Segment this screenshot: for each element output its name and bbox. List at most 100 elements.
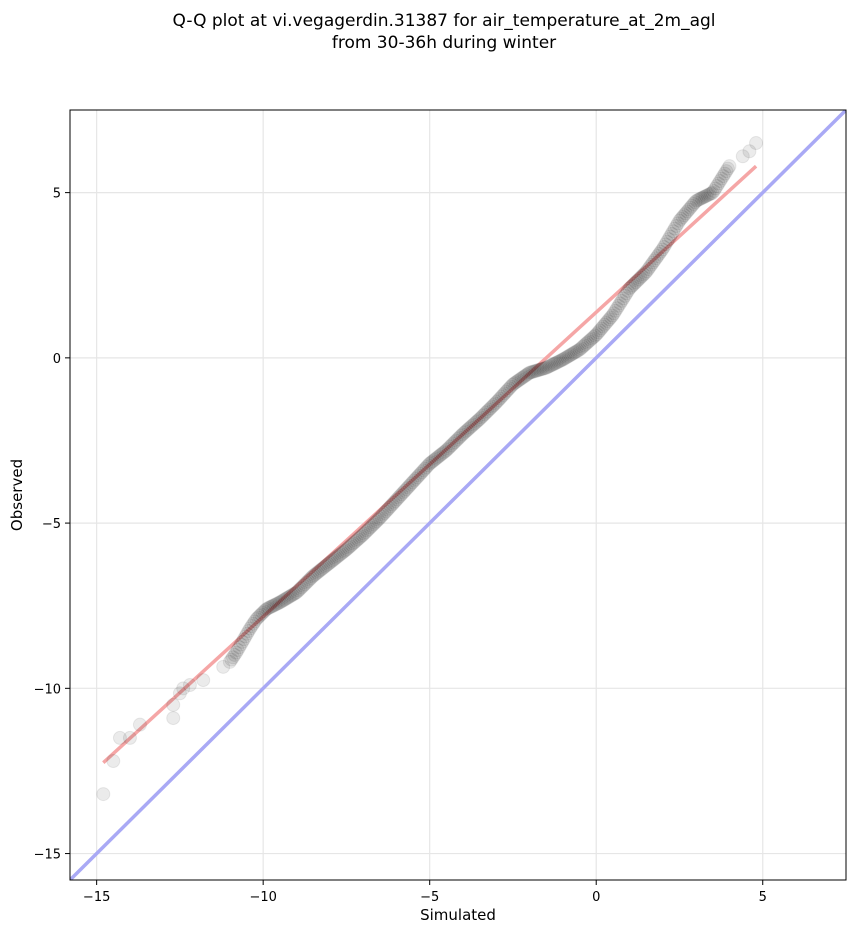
qq-point [586, 330, 601, 345]
qq-point [709, 179, 724, 194]
qq-point [661, 232, 676, 247]
qq-point [294, 580, 309, 595]
y-tick-label: 0 [53, 352, 61, 367]
qq-point [435, 446, 450, 461]
qq-point [638, 265, 653, 280]
qq-point [432, 449, 447, 464]
qq-point [494, 389, 509, 404]
qq-point [272, 595, 287, 610]
qq-point [585, 331, 600, 346]
qq-point [578, 337, 593, 352]
qq-point [602, 312, 617, 327]
qq-point [339, 542, 354, 557]
qq-point [471, 413, 486, 428]
qq-point [438, 444, 453, 459]
qq-point [285, 587, 300, 602]
qq-point [670, 216, 685, 231]
qq-point [224, 652, 239, 667]
qq-point [235, 634, 250, 649]
qq-point [335, 545, 350, 560]
qq-point [480, 404, 495, 419]
qq-point [182, 678, 197, 693]
qq-point [674, 211, 689, 226]
qq-point [414, 465, 429, 480]
qq-point [407, 473, 422, 488]
reference-line [70, 110, 846, 880]
qq-point [575, 339, 590, 354]
qq-point [692, 192, 707, 207]
qq-point [502, 381, 517, 396]
qq-point [257, 604, 272, 619]
qq-point [588, 328, 603, 343]
qq-point [393, 488, 408, 503]
qq-point [653, 244, 668, 259]
qq-point [344, 537, 359, 552]
qq-point [703, 186, 718, 201]
qq-point [564, 347, 579, 362]
qq-point [525, 364, 540, 379]
qq-point [427, 452, 442, 467]
qq-point [589, 327, 604, 342]
qq-point [385, 497, 400, 512]
qq-points [96, 136, 764, 802]
qq-point [663, 229, 678, 244]
qq-point [528, 363, 543, 378]
qq-point [227, 647, 242, 662]
qq-point [176, 681, 191, 696]
qq-point [360, 523, 375, 538]
qq-point [647, 253, 662, 268]
qq-point [686, 196, 701, 211]
qq-point [96, 787, 111, 802]
qq-point [411, 468, 426, 483]
qq-point [491, 393, 506, 408]
qq-point [236, 632, 251, 647]
qq-point [472, 411, 487, 426]
qq-point [664, 226, 679, 241]
qq-point [275, 593, 290, 608]
qq-point [433, 447, 448, 462]
qq-point [519, 367, 534, 382]
qq-point [558, 350, 573, 365]
qq-point [496, 388, 511, 403]
qq-point [252, 608, 267, 623]
qq-point [308, 566, 323, 581]
qq-point [299, 575, 314, 590]
qq-point [336, 544, 351, 559]
qq-point [410, 470, 425, 485]
qq-point [271, 596, 286, 611]
qq-point [636, 267, 651, 282]
qq-point [229, 645, 244, 660]
x-axis-label: Simulated [420, 906, 496, 924]
qq-point [327, 552, 342, 567]
qq-point [624, 279, 639, 294]
qq-point [630, 273, 645, 288]
qq-point [711, 176, 726, 191]
qq-point [313, 563, 328, 578]
qq-point [684, 198, 699, 213]
qq-point [527, 364, 542, 379]
qq-point [488, 396, 503, 411]
qq-point [689, 193, 704, 208]
qq-point [439, 442, 454, 457]
qq-point [316, 560, 331, 575]
qq-point [610, 301, 625, 316]
qq-point [622, 281, 637, 296]
qq-point [394, 487, 409, 502]
qq-point [375, 507, 390, 522]
qq-point [572, 342, 587, 357]
qq-point [503, 379, 518, 394]
qq-point [388, 494, 403, 509]
qq-point [716, 169, 731, 184]
qq-point [597, 317, 612, 332]
y-tick-label: −15 [34, 848, 61, 863]
qq-point [413, 466, 428, 481]
qq-point [458, 424, 473, 439]
qq-point [675, 209, 690, 224]
qq-point [307, 568, 322, 583]
qq-point [222, 654, 237, 669]
qq-point [719, 164, 734, 179]
qq-point [603, 310, 618, 325]
qq-point [492, 391, 507, 406]
qq-point [446, 436, 461, 451]
qq-point [628, 275, 643, 290]
